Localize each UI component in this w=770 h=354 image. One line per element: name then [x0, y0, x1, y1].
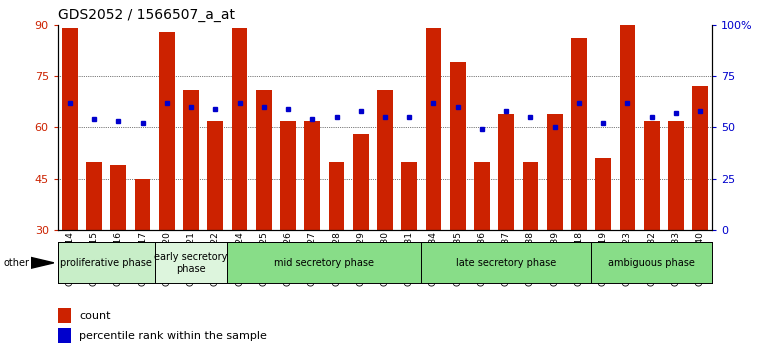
- Bar: [401, 162, 417, 230]
- Bar: [86, 162, 102, 230]
- Text: late secretory phase: late secretory phase: [456, 258, 557, 268]
- Bar: [668, 121, 684, 230]
- Bar: [595, 158, 611, 230]
- Bar: [353, 134, 369, 230]
- Bar: [159, 32, 175, 230]
- Bar: [498, 114, 514, 230]
- Bar: [135, 179, 150, 230]
- Text: proliferative phase: proliferative phase: [60, 258, 152, 268]
- Bar: [256, 90, 272, 230]
- Bar: [329, 162, 344, 230]
- Bar: [155, 242, 227, 283]
- Text: ambiguous phase: ambiguous phase: [608, 258, 695, 268]
- Bar: [426, 28, 441, 230]
- Text: GDS2052 / 1566507_a_at: GDS2052 / 1566507_a_at: [58, 8, 235, 22]
- Bar: [692, 86, 708, 230]
- Bar: [547, 114, 563, 230]
- Bar: [304, 121, 320, 230]
- Bar: [591, 242, 712, 283]
- Bar: [474, 162, 490, 230]
- Bar: [58, 308, 71, 323]
- Text: mid secretory phase: mid secretory phase: [274, 258, 374, 268]
- Text: count: count: [79, 311, 110, 321]
- Polygon shape: [31, 257, 54, 268]
- Bar: [280, 121, 296, 230]
- Text: other: other: [4, 258, 30, 268]
- Bar: [421, 242, 591, 283]
- Bar: [227, 242, 421, 283]
- Bar: [620, 25, 635, 230]
- Bar: [110, 165, 126, 230]
- Bar: [571, 39, 587, 230]
- Bar: [644, 121, 660, 230]
- Bar: [523, 162, 538, 230]
- Text: percentile rank within the sample: percentile rank within the sample: [79, 331, 266, 341]
- Text: early secretory
phase: early secretory phase: [155, 252, 228, 274]
- Bar: [207, 121, 223, 230]
- Bar: [450, 62, 466, 230]
- Bar: [232, 28, 247, 230]
- Bar: [377, 90, 393, 230]
- Bar: [183, 90, 199, 230]
- Bar: [58, 328, 71, 343]
- Bar: [62, 28, 78, 230]
- Bar: [58, 242, 155, 283]
